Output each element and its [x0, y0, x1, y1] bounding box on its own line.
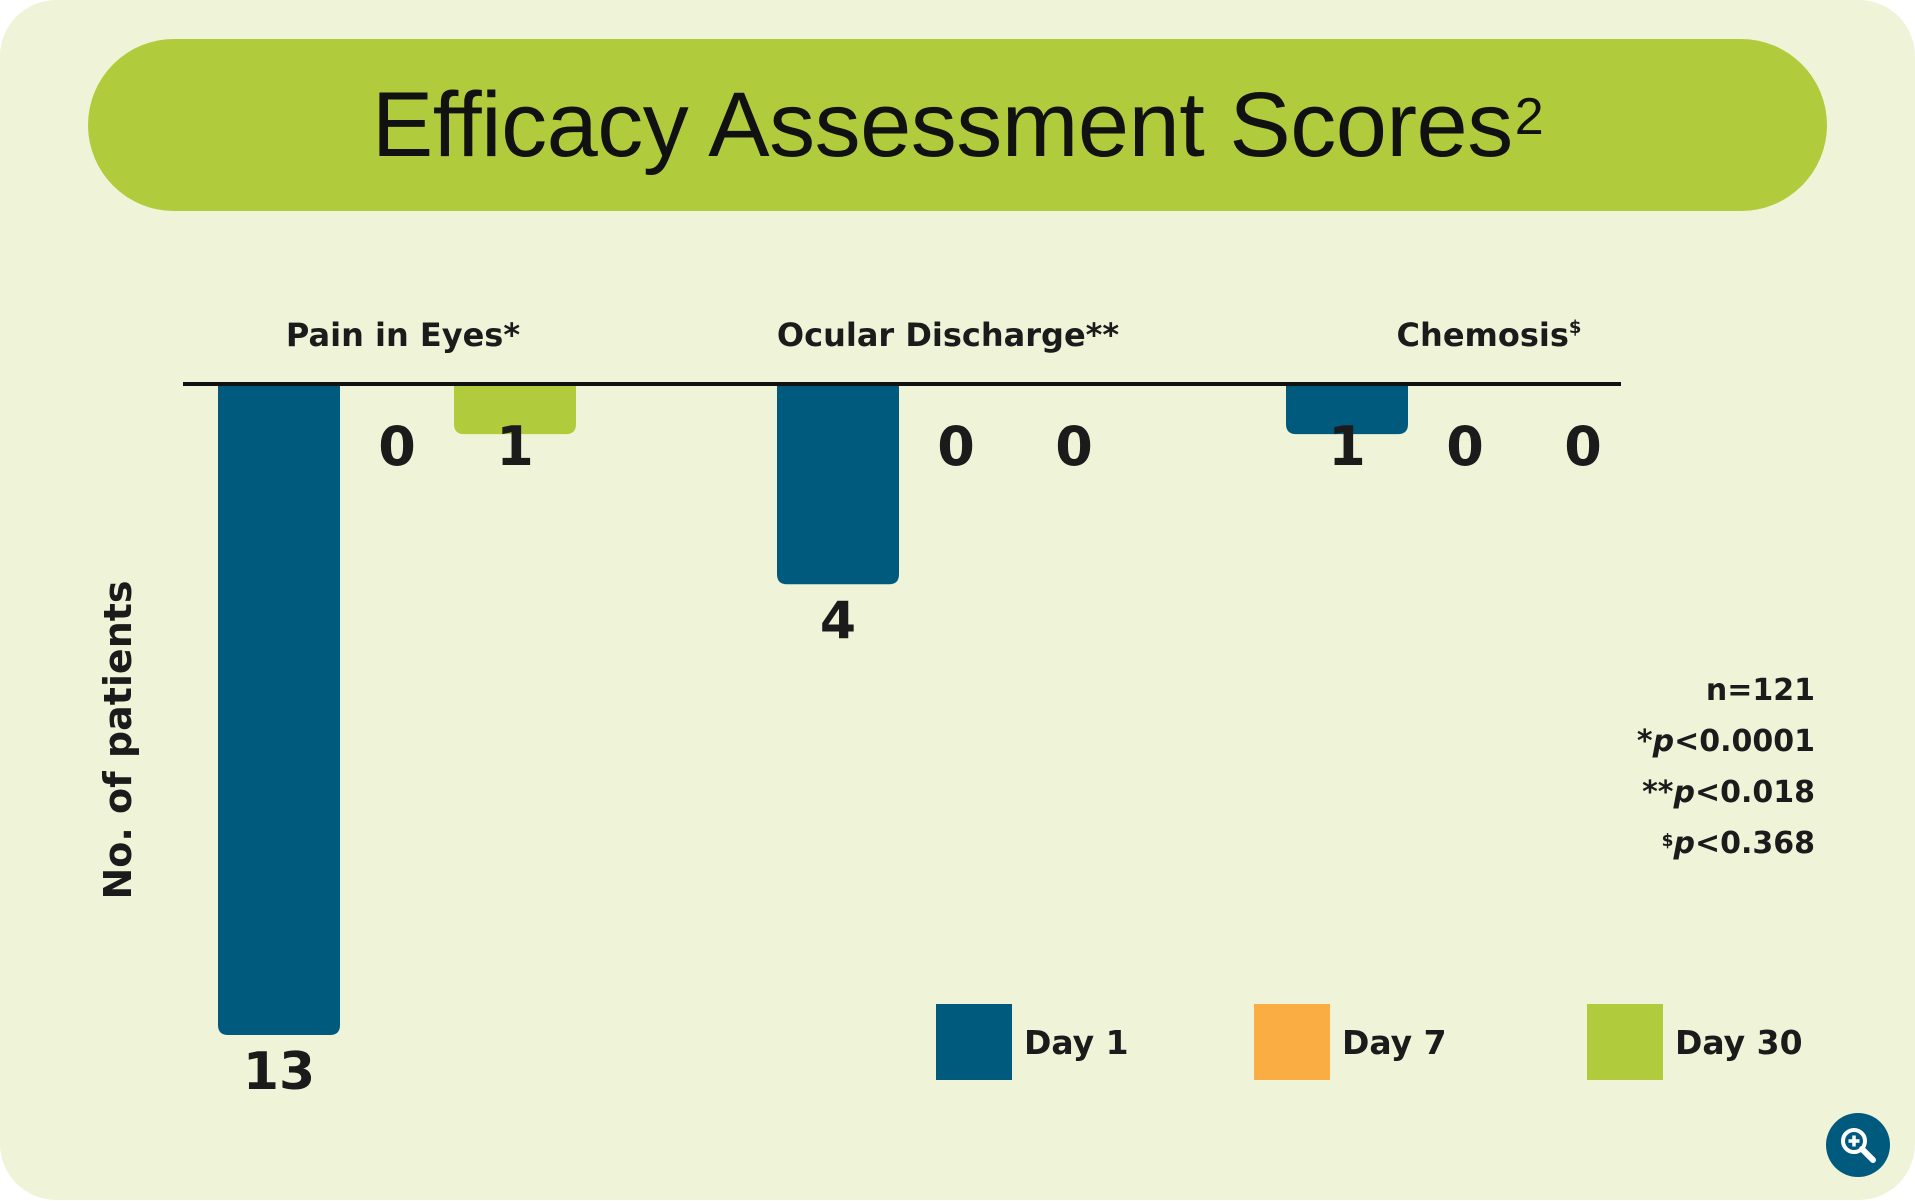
y-axis-label: No. of patients: [96, 580, 140, 900]
data-label: 0: [378, 415, 416, 478]
legend-item-day1: Day 1: [936, 1004, 1129, 1080]
data-label: 13: [243, 1042, 315, 1102]
data-label: 1: [1328, 415, 1366, 478]
note-p-discharge: **p<0.018: [1642, 775, 1815, 810]
legend: Day 1 Day 7 Day 30: [0, 1004, 1915, 1080]
note-p-chemosis: $p<0.368: [1661, 826, 1815, 861]
legend-swatch-day30: [1587, 1004, 1663, 1080]
note-n: n=121: [1705, 673, 1815, 708]
bar: [218, 384, 340, 1035]
data-label: 4: [820, 591, 856, 651]
bar: [1286, 384, 1408, 435]
data-label: 1: [496, 415, 534, 478]
category-label: Ocular Discharge**: [777, 316, 1119, 354]
legend-label-day1: Day 1: [1024, 1022, 1129, 1062]
legend-label-day30: Day 30: [1675, 1022, 1803, 1062]
chart-title-superscript: 2: [1514, 88, 1544, 146]
statistics-notes: n=121 *p<0.0001 **p<0.018 $p<0.368: [1637, 665, 1815, 869]
legend-label-day7: Day 7: [1342, 1022, 1447, 1062]
note-p-pain: *p<0.0001: [1636, 724, 1815, 759]
zoom-in-icon: [1841, 1128, 1876, 1163]
data-label: 0: [1055, 415, 1093, 478]
bar: [777, 384, 899, 585]
chart-title-text: Efficacy Assessment Scores: [371, 73, 1513, 176]
category-label: Pain in Eyes*: [286, 316, 520, 354]
title-banner: Efficacy Assessment Scores 2: [88, 39, 1827, 211]
legend-swatch-day7: [1254, 1004, 1330, 1080]
data-label: 0: [1564, 415, 1602, 478]
chart-title: Efficacy Assessment Scores 2: [88, 39, 1827, 211]
legend-swatch-day1: [936, 1004, 1012, 1080]
data-label: 0: [1446, 415, 1484, 478]
legend-item-day7: Day 7: [1254, 1004, 1447, 1080]
legend-item-day30: Day 30: [1587, 1004, 1803, 1080]
bar: [454, 384, 576, 435]
category-label: Chemosis$: [1397, 316, 1582, 354]
data-label: 0: [937, 415, 975, 478]
zoom-button[interactable]: [1826, 1113, 1890, 1177]
